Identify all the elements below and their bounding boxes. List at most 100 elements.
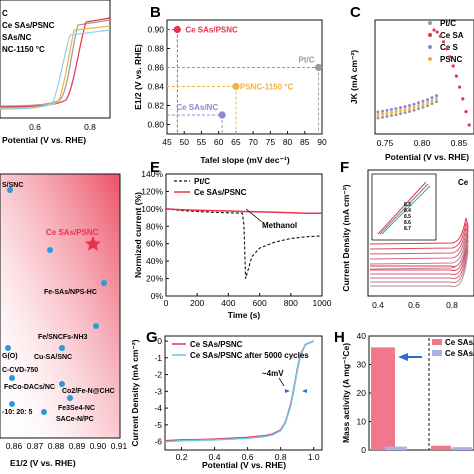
panel-e-xtick-label: 600 — [253, 298, 267, 308]
panel-h-ytick-label: 0 — [361, 445, 366, 455]
panel-c-data-point — [408, 103, 411, 107]
panel-e-ytick-label: 0% — [151, 291, 164, 301]
panel-b-point-label: Ce SAs/NC — [176, 103, 218, 112]
panel-d-label-fe-sas-nps-hc: Fe-SAs/NPS-HC — [44, 289, 97, 296]
panel-e-annotation-arrow — [245, 208, 263, 223]
panel-f-cv-curves — [369, 217, 469, 288]
panel-f-cv-curve — [369, 237, 469, 284]
panel-c-legend-1: Pt/C — [440, 19, 456, 28]
panel-e-frame — [165, 173, 323, 297]
panel-g-xtick-label: 0.6 — [242, 452, 254, 462]
panel-b-xtick-label: 50 — [179, 137, 189, 147]
panel-d-point-cu-sa-snc — [59, 345, 65, 351]
panel-d-x-ticks: 0.86 0.87 0.88 0.89 0.90 0.91 — [6, 441, 128, 451]
panel-b-xtick-label: 55 — [197, 137, 207, 147]
panel-e-lines — [165, 208, 323, 279]
panel-f-cv-curve — [369, 222, 469, 271]
panel-h-legend-2: Ce SAs/NC — [445, 349, 474, 358]
panel-g-ylabel: Current Density (mA cm⁻²) — [130, 339, 140, 446]
panel-d-point-go — [5, 345, 11, 351]
panel-c-legend-2: Ce SA — [440, 31, 464, 40]
panel-c-data-point — [394, 113, 398, 117]
panel-b-xtick-label: 45 — [162, 137, 172, 147]
panel-f-xtick-3: 0.8 — [446, 300, 458, 310]
panel-c-ylabel: JK (mA cm⁻²) — [349, 50, 359, 104]
panel-c-xlabel: Potential (V vs. RHE) — [385, 152, 469, 162]
panel-e-legend-ptc: Pt/C — [194, 177, 210, 186]
panel-c-data-point — [412, 105, 416, 109]
panel-d-point-s-snc — [7, 187, 13, 193]
panel-c-data-point — [451, 64, 455, 68]
panel-a-xtick-2: 0.8 — [84, 122, 96, 132]
panel-f-inset-rate-4: 8.6 — [404, 220, 411, 226]
panel-f-inset-fit-2 — [379, 183, 429, 235]
panel-c-data-point — [412, 108, 416, 112]
panel-c-data-point — [438, 34, 442, 38]
panel-c-data-point — [394, 107, 398, 111]
panel-f-cv-curve — [369, 217, 469, 267]
panel-e-ytick-label: 60% — [146, 239, 163, 249]
panel-c-data-point — [421, 105, 425, 109]
panel-c-data-point — [381, 115, 384, 119]
panel-c-data-point — [467, 123, 471, 127]
panel-c-data-point — [430, 102, 434, 106]
panel-d-label-sace: SACe-N/PC — [56, 416, 94, 423]
panel-d-gradient — [0, 174, 120, 438]
panel-c-legend-marker-4 — [428, 57, 432, 61]
panel-c-data-point — [435, 97, 438, 101]
panel-g-ytick-label: -5 — [154, 420, 162, 430]
panel-b-xtick-label: 75 — [266, 137, 276, 147]
panel-b-xtick-label: 70 — [248, 137, 258, 147]
panel-e-xtick-label: 400 — [221, 298, 235, 308]
panel-h-letter: H — [334, 329, 345, 346]
panel-g-ytick-label: -3 — [154, 386, 162, 396]
panel-c-data-point — [385, 108, 389, 112]
panel-h-bars — [371, 347, 472, 450]
panel-d-point-fecodacs — [9, 375, 15, 381]
panel-d-star-ce-sas-psnc — [85, 236, 101, 251]
panel-a-frame — [0, 0, 111, 119]
panel-d-frame — [0, 173, 121, 439]
panel-c-data-point — [403, 105, 407, 109]
panel-d-label-fe3se4: Fe3Se4-NC — [58, 405, 95, 412]
panel-f-inset-lines — [377, 181, 431, 235]
panel-e-annotation-methanol: Methanol — [262, 221, 297, 230]
panel-c-data-point — [376, 116, 380, 120]
panel-c-data-point — [385, 114, 389, 118]
panel-c-data-point — [385, 111, 389, 115]
panel-e-ytick-label: 40% — [146, 256, 163, 266]
panel-b-guides — [167, 29, 320, 134]
panel-c-xtick-2: 0.80 — [414, 138, 431, 148]
panel-g-y-ticks: 0 -1 -2 -3 -4 -5 -6 — [154, 336, 168, 447]
panel-c-data-point — [461, 97, 465, 101]
panel-f-frame — [367, 169, 474, 297]
panel-c-data-point — [430, 99, 434, 103]
panel-h-legend-1: Ce SAs/PSNC — [445, 338, 474, 347]
panel-d: S/SNC Ce SAs/PSNC Fe-SAs/NPS-HC Fe/SNCFs… — [0, 173, 128, 468]
panel-c-data-points — [376, 28, 471, 127]
panel-h-ylabel: Mass activity (A mg⁻¹Ce) — [341, 343, 351, 443]
panel-d-point-fe-sncfs — [93, 323, 99, 329]
panel-g-legend-2: Ce SAs/PSNC after 5000 cycles — [190, 351, 309, 360]
panel-c-data-point — [417, 104, 420, 108]
panel-b-letter: B — [150, 4, 161, 21]
panel-c: C JK (mA cm⁻²) Pt/C Ce SA Ce S PSNC 0.75… — [349, 4, 474, 162]
panel-f-inset-fit-1 — [377, 181, 427, 235]
panel-e-xtick-label: 0 — [164, 298, 169, 308]
panel-c-data-point — [454, 74, 458, 78]
panel-c-data-point — [417, 107, 420, 111]
panel-g-xtick-label: 0.4 — [209, 452, 221, 462]
panel-h-y-ticks: 0 10 20 30 40 — [357, 331, 372, 455]
panel-h: H 0 10 20 30 40 Ce SAs/PSNC Ce SAs/NC Mass a… — [334, 329, 474, 455]
panel-h-ytick-label: 20 — [357, 388, 367, 398]
panel-c-data-point — [448, 55, 452, 59]
panel-c-letter: C — [350, 4, 361, 21]
panel-d-point-ce-anchor — [47, 247, 53, 253]
panel-c-data-point — [408, 109, 411, 113]
panel-a-xtick-1: 0.6 — [29, 122, 41, 132]
panel-g-ytick-label: -1 — [154, 353, 162, 363]
panel-b-frame — [166, 19, 323, 135]
panel-b-xtick-label: 80 — [283, 137, 293, 147]
panel-e-ytick-label: 100% — [141, 204, 163, 214]
